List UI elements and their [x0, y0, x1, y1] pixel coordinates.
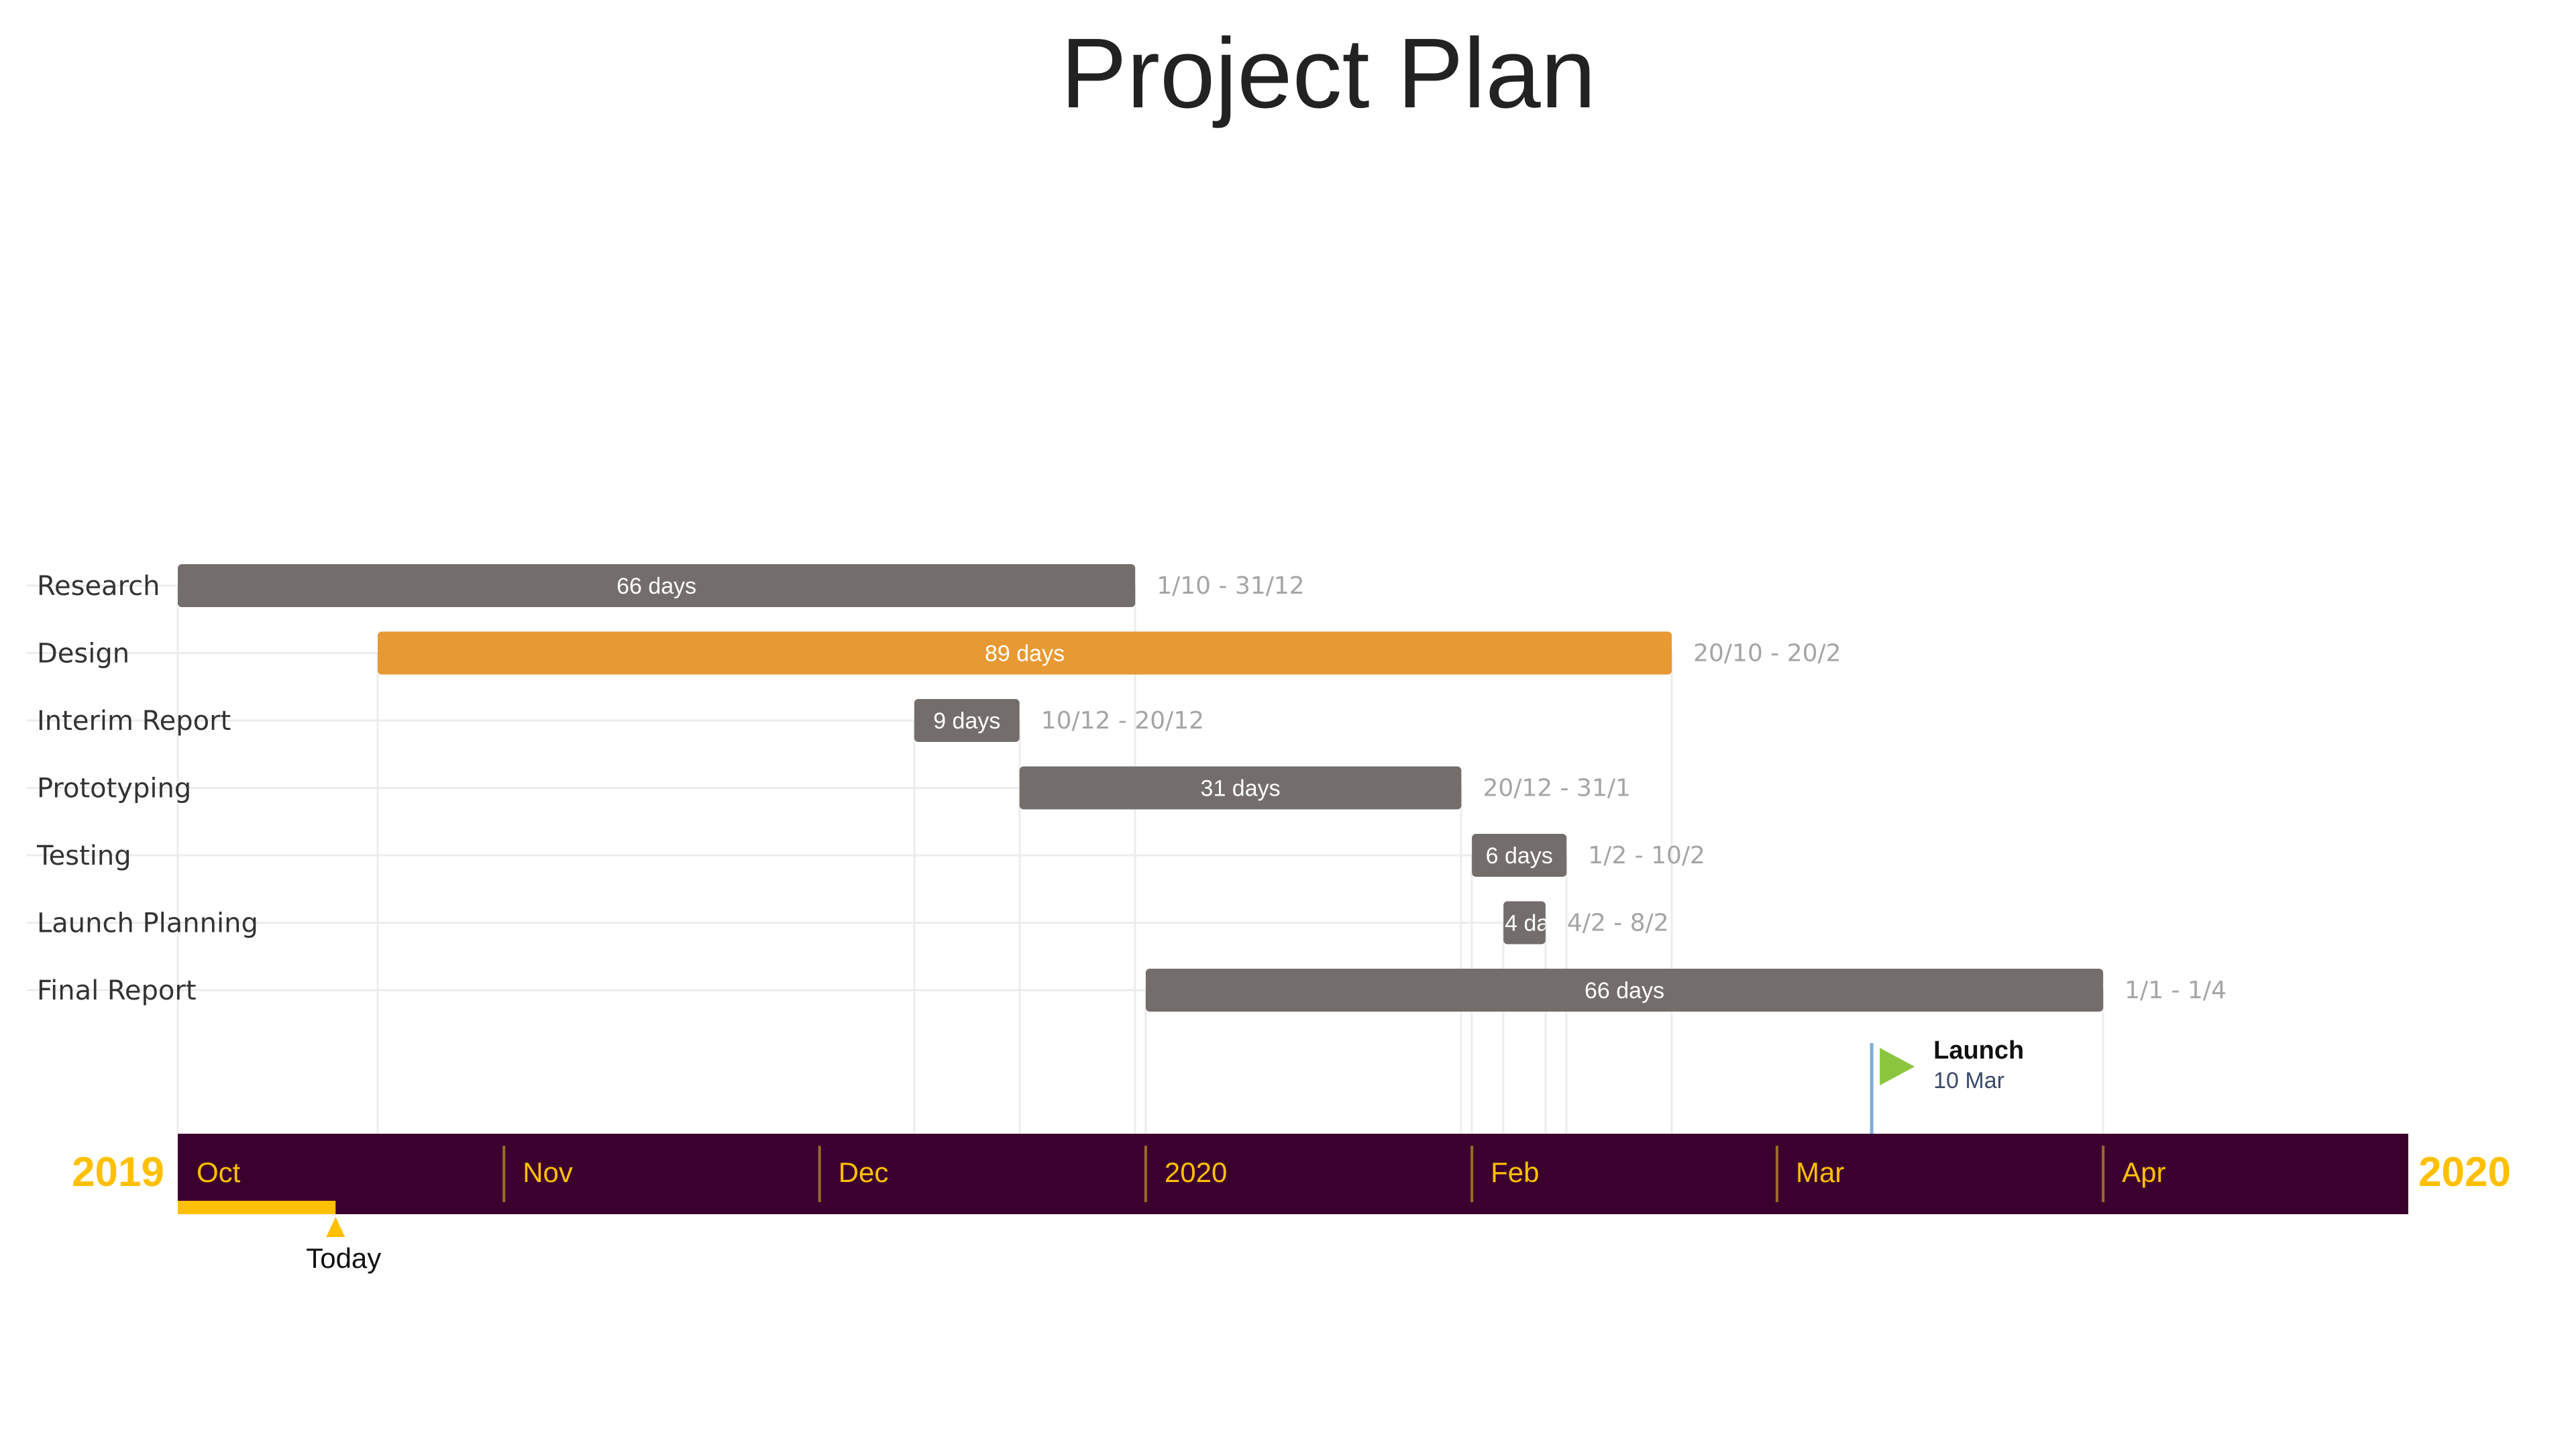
task-date-range-label: 1/10 - 31/12 — [1157, 572, 1304, 600]
month-tick-label: Nov — [523, 1157, 573, 1188]
task-bar[interactable] — [377, 631, 1672, 675]
task-duration-label: 89 days — [985, 641, 1065, 667]
task-row: Research 66 days 1/10 - 31/12 — [37, 564, 1305, 607]
task-name-label: Prototyping — [37, 773, 191, 804]
today-label: Today — [306, 1242, 381, 1274]
month-tick-label: Oct — [197, 1157, 241, 1188]
task-name-label: Launch Planning — [37, 908, 258, 939]
task-duration-label: 9 days — [933, 708, 1000, 734]
milestone-date: 10 Mar — [1933, 1068, 2004, 1093]
timeline-band: Oct Nov Dec 2020 Feb Mar Apr 2019 2020 Today — [72, 1134, 2511, 1274]
task-date-range-label: 20/10 - 20/2 — [1693, 640, 1841, 667]
month-tick-label: 2020 — [1165, 1157, 1227, 1188]
task-date-range-label: 1/1 - 1/4 — [2125, 977, 2226, 1004]
task-bar[interactable] — [178, 564, 1136, 607]
month-tick-label: Apr — [2122, 1157, 2165, 1188]
task-name-label: Interim Report — [37, 706, 231, 737]
task-name-label: Final Report — [37, 975, 197, 1006]
task-bar[interactable] — [914, 699, 1020, 742]
task-name-label: Research — [37, 571, 160, 602]
task-name-label: Design — [37, 639, 129, 669]
task-duration-label: 66 days — [1585, 978, 1664, 1004]
end-year-label: 2020 — [2418, 1149, 2511, 1195]
task-rows: Research 66 days 1/10 - 31/12 Design 89 days… — [36, 564, 2226, 1012]
chart-title: Project Plan — [1061, 18, 1596, 129]
task-bar[interactable] — [1019, 766, 1462, 810]
task-date-range-label: 1/2 - 10/2 — [1588, 842, 1705, 869]
task-row: Prototyping 31 days 20/12 - 31/1 — [37, 766, 1631, 810]
task-duration-label: 31 days — [1201, 776, 1281, 802]
task-date-range-label: 20/12 - 31/1 — [1483, 775, 1630, 802]
gridlines — [27, 584, 2104, 1134]
task-bar[interactable] — [1145, 969, 2104, 1012]
task-bar[interactable] — [1503, 901, 1546, 945]
task-row: Final Report 66 days 1/1 - 1/4 — [37, 969, 2226, 1012]
month-tick-label: Dec — [839, 1157, 889, 1188]
task-row: Design 89 days 20/10 - 20/2 — [37, 631, 1841, 675]
today-progress-bar — [178, 1201, 336, 1214]
month-tick-label: Mar — [1796, 1157, 1844, 1188]
start-year-label: 2019 — [72, 1149, 164, 1195]
task-duration-label: 66 days — [616, 574, 696, 599]
task-date-range-label: 10/12 - 20/12 — [1041, 707, 1204, 735]
today-marker-icon — [326, 1217, 345, 1237]
task-date-range-label: 4/2 - 8/2 — [1567, 910, 1669, 937]
task-row: Interim Report 9 days 10/12 - 20/12 — [37, 699, 1204, 742]
timeline-band-bg — [178, 1134, 2408, 1214]
task-duration-label: 4 days — [1505, 911, 1572, 936]
task-name-label: Testing — [36, 841, 131, 871]
flag-icon[interactable] — [1880, 1048, 1915, 1085]
task-bar[interactable] — [1472, 834, 1567, 877]
milestone-title: Launch — [1933, 1036, 2024, 1065]
milestone: Launch 10 Mar — [1870, 1036, 2024, 1134]
task-duration-label: 6 days — [1486, 843, 1553, 869]
month-tick-label: Feb — [1491, 1157, 1539, 1188]
task-row: Testing 6 days 1/2 - 10/2 — [36, 834, 1705, 877]
